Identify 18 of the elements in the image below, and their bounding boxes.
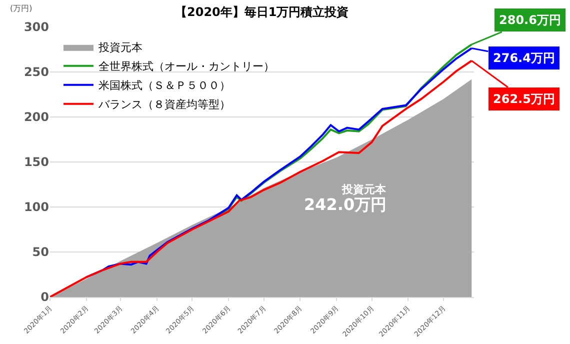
- annotation: 280.6万円: [499, 13, 561, 27]
- legend-label: バランス（８資産均等型）: [97, 98, 230, 112]
- y-tick-label: 300: [24, 20, 49, 34]
- y-tick-label: 250: [24, 65, 49, 80]
- legend-label: 全世界株式（オール・カントリー）: [98, 60, 274, 74]
- y-axis-title: (万円): [10, 4, 32, 13]
- legend-label: 投資元本: [97, 41, 142, 54]
- annotation: 276.4万円: [493, 51, 555, 65]
- y-tick-label: 200: [24, 110, 49, 124]
- chart-title: 【2020年】毎日1万円積立投資: [175, 5, 349, 19]
- y-tick-label: 0: [40, 290, 49, 304]
- legend-label: 米国株式（Ｓ＆Ｐ５００）: [98, 79, 230, 92]
- annotation: 262.5万円: [493, 92, 555, 106]
- annotation: 242.0万円: [304, 195, 387, 214]
- y-tick-label: 50: [32, 245, 49, 260]
- annotation: 投資元本: [341, 183, 387, 196]
- y-tick-label: 100: [24, 200, 49, 214]
- y-tick-label: 150: [24, 155, 49, 170]
